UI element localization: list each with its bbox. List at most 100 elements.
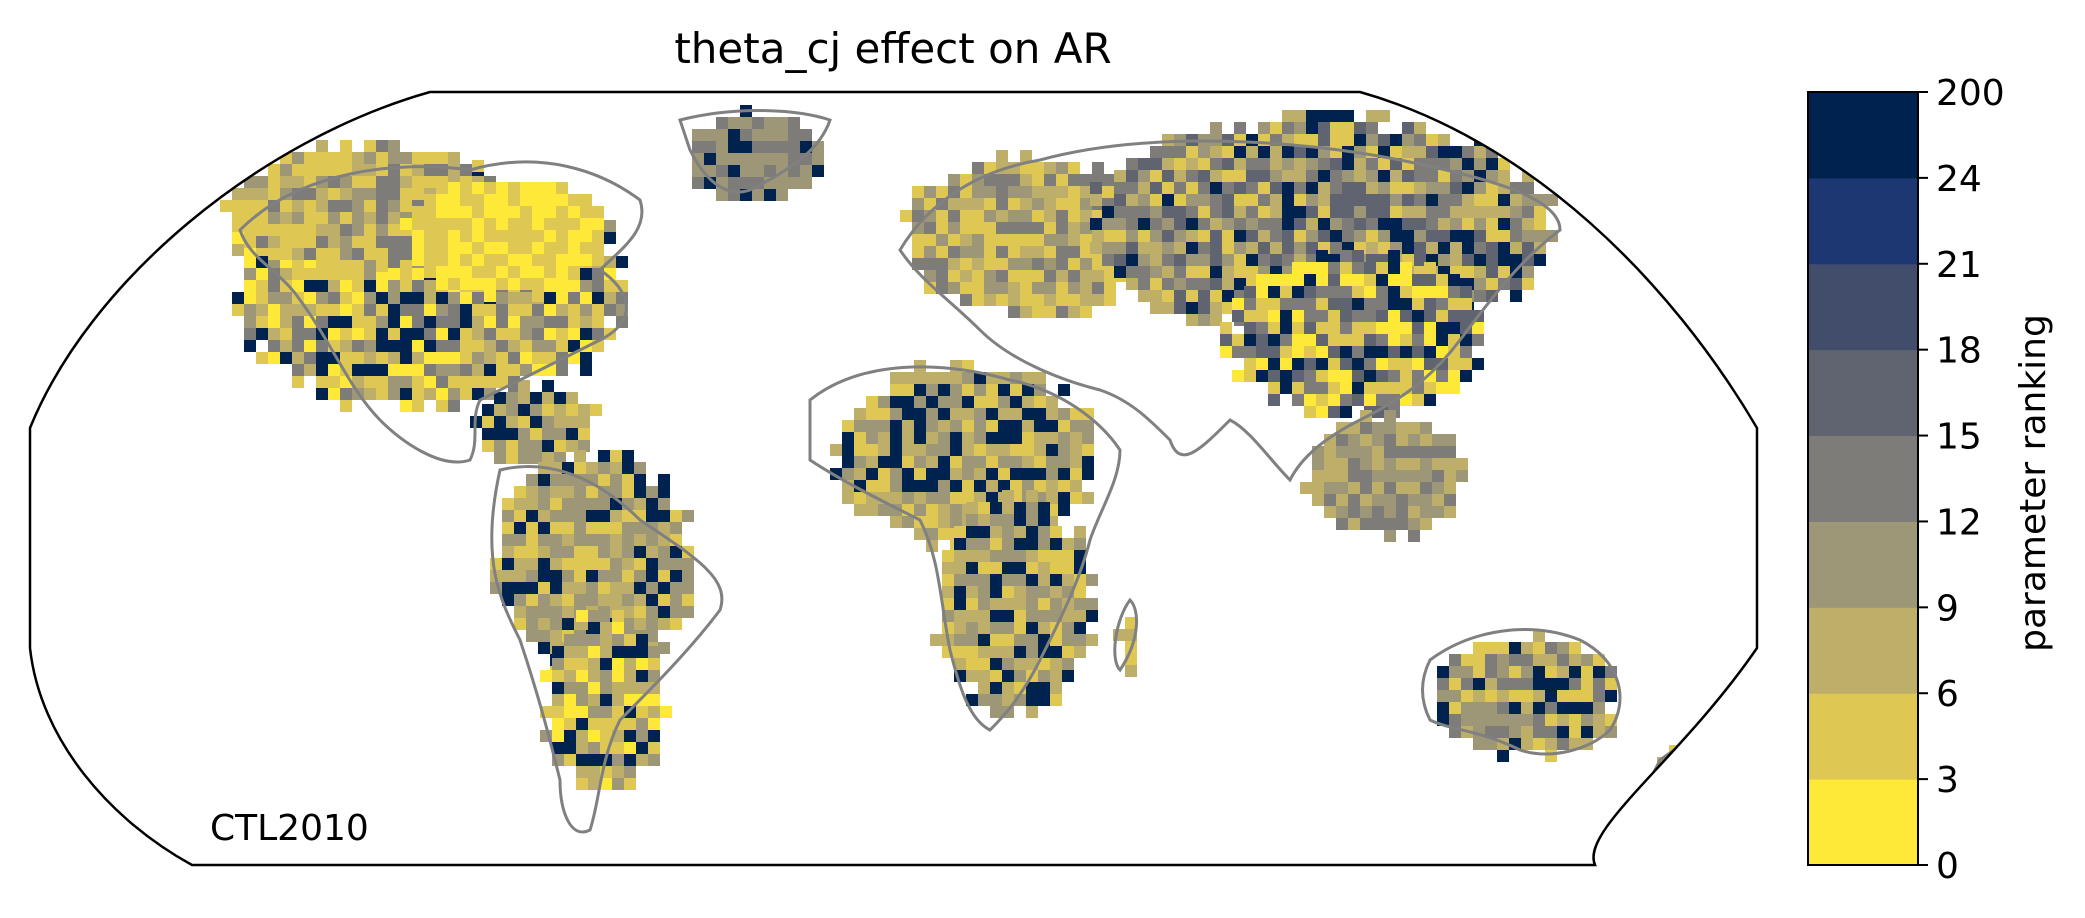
land-cell [1485,666,1497,678]
land-cell [502,534,514,546]
land-cell [1336,506,1348,518]
land-cell [436,292,448,304]
land-cell [1002,610,1014,622]
land-cell [990,538,1002,550]
land-cell [1050,682,1062,694]
land-cell [1082,444,1094,456]
land-cell [1424,298,1436,310]
land-cell [1364,262,1376,274]
land-cell [1068,162,1080,174]
land-cell [716,129,728,141]
land-cell [574,570,586,582]
land-cell [954,634,966,646]
land-cell [1114,182,1126,194]
land-cell [1474,290,1486,302]
land-cell [1545,726,1557,738]
land-cell [914,408,926,420]
land-cell [1232,334,1244,346]
land-cell [1438,206,1450,218]
land-cell [364,176,376,188]
land-cell [538,510,550,522]
land-cell [508,364,520,376]
land-cell [1352,250,1364,262]
land-cell [902,372,914,384]
land-cell [962,420,974,432]
land-cell [580,230,592,242]
land-cell [1330,122,1342,134]
land-cell [1010,432,1022,444]
land-cell [1390,170,1402,182]
land-cell [424,304,436,316]
land-cell [1210,278,1222,290]
land-cell [256,268,268,280]
land-cell [544,292,556,304]
land-cell [484,230,496,242]
land-cell [636,706,648,718]
land-cell [1044,246,1056,258]
land-cell [1378,230,1390,242]
land-cell [1294,206,1306,218]
land-cell [1020,198,1032,210]
land-cell [472,278,484,290]
land-cell [1008,306,1020,318]
land-cell [1318,170,1330,182]
land-cell [1432,470,1444,482]
land-cell [1222,206,1234,218]
land-cell [1340,262,1352,274]
land-cell [1280,334,1292,346]
land-cell [954,574,966,586]
land-cell [316,280,328,292]
land-cell [1020,306,1032,318]
land-cell [506,428,518,440]
land-cell [1328,298,1340,310]
land-cell [256,352,268,364]
land-cell [568,194,580,206]
land-cell [376,280,388,292]
land-cell [460,254,472,266]
land-cell [412,280,424,292]
land-cell [1352,394,1364,406]
colorbar: 03691215182124200 [1808,73,2005,887]
land-cell [552,646,564,658]
land-cell [1510,290,1522,302]
land-cell [1304,298,1316,310]
land-cell [1038,622,1050,634]
land-cell [352,292,364,304]
land-cell [1545,654,1557,666]
land-cell [1376,310,1388,322]
land-cell [1364,322,1376,334]
land-cell [682,558,694,570]
land-cell [1473,714,1485,726]
land-cell [580,280,592,292]
land-cell [448,194,460,206]
land-cell [1198,230,1210,242]
land-cell [1244,370,1256,382]
land-cell [424,328,436,340]
land-cell [1026,562,1038,574]
land-cell [1474,254,1486,266]
land-cell [658,558,670,570]
land-cell [552,682,564,694]
land-cell [1294,122,1306,134]
land-cell [704,141,716,153]
land-cell [1354,218,1366,230]
land-cell [1056,294,1068,306]
land-cell [484,254,496,266]
land-cell [566,404,578,416]
land-cell [424,206,436,218]
land-cell [950,444,962,456]
land-cell [1354,206,1366,218]
land-cell [424,352,436,364]
land-cell [220,200,232,212]
land-cell [316,292,328,304]
land-cell [256,328,268,340]
land-cell [1162,302,1174,314]
land-cell [520,242,532,254]
land-cell [1126,230,1138,242]
land-cell [930,634,942,646]
land-cell [496,278,508,290]
land-cell [1246,170,1258,182]
land-cell [552,706,564,718]
land-cell [364,292,376,304]
land-cell [514,546,526,558]
